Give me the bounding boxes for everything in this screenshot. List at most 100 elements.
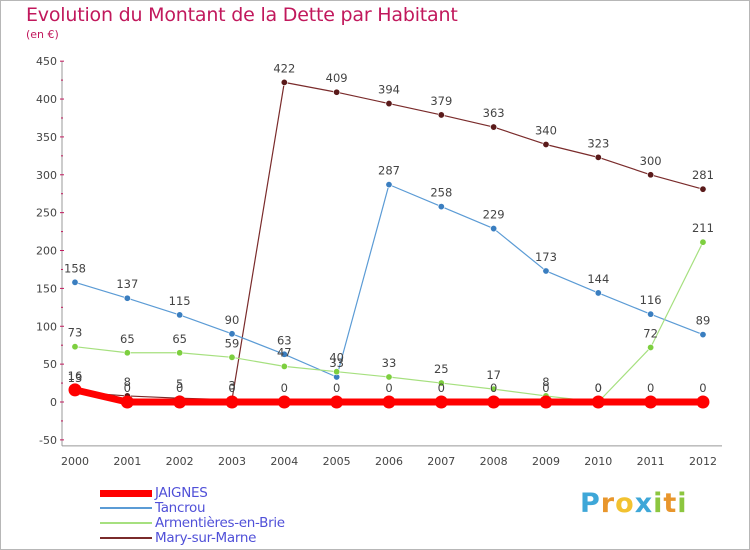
data-point-armentieres-en-brie [699,238,707,246]
legend-swatch [100,522,152,524]
data-point-jaignes [696,395,710,409]
data-label-tancrou: 89 [696,314,711,328]
data-label-armentieres-en-brie: 73 [68,326,83,340]
data-label-armentieres-en-brie: 17 [486,368,501,382]
chart-title: Evolution du Montant de la Dette par Hab… [26,4,458,26]
data-label-tancrou: 144 [587,272,609,286]
proxiti-logo: Proxiti [580,488,688,519]
data-point-mary-sur-marne [594,153,602,161]
data-label-tancrou: 137 [116,277,138,291]
data-label-tancrou: 115 [169,294,191,308]
y-tick-label: 100 [36,320,57,333]
data-label-jaignes: 0 [647,381,654,395]
x-tick-label: 2008 [480,455,508,468]
data-label-tancrou: 158 [64,261,86,275]
data-point-tancrou [280,350,288,358]
legend-label: JAIGNES [155,485,208,501]
data-label-armentieres-en-brie: 33 [382,356,397,370]
x-tick-label: 2000 [61,455,89,468]
data-label-mary-sur-marne: 422 [273,61,295,75]
x-tick-label: 2009 [532,455,560,468]
data-point-armentieres-en-brie [71,343,79,351]
data-label-mary-sur-marne: 13 [68,371,83,385]
data-label-jaignes: 0 [176,381,183,395]
data-point-jaignes [277,395,291,409]
x-tick-label: 2003 [218,455,246,468]
legend-swatch [100,490,152,497]
data-label-tancrou: 258 [430,186,452,200]
x-tick-label: 2002 [166,455,194,468]
x-tick-label: 2006 [375,455,403,468]
data-label-armentieres-en-brie: 211 [692,221,714,235]
logo-letter: i [677,488,688,519]
data-label-mary-sur-marne: 8 [124,375,131,389]
data-point-jaignes [225,395,239,409]
data-point-tancrou [699,331,707,339]
data-point-tancrou [594,289,602,297]
logo-letter: P [580,488,601,519]
y-tick-label: 350 [36,131,57,144]
data-point-mary-sur-marne [437,111,445,119]
data-label-mary-sur-marne: 281 [692,168,714,182]
data-point-jaignes [330,395,344,409]
data-label-mary-sur-marne: 323 [587,136,609,150]
y-tick-label: 400 [36,93,57,106]
data-point-armentieres-en-brie [123,349,131,357]
data-label-armentieres-en-brie: 65 [172,332,187,346]
data-label-tancrou: 116 [640,293,662,307]
legend-label: Mary-sur-Marne [155,530,257,546]
data-point-jaignes [539,395,553,409]
data-label-mary-sur-marne: 300 [640,154,662,168]
data-point-jaignes [173,395,187,409]
data-point-tancrou [437,203,445,211]
data-label-mary-sur-marne: 3 [228,379,235,393]
x-tick-label: 2010 [584,455,612,468]
data-label-tancrou: 90 [225,313,240,327]
data-label-tancrou: 287 [378,164,400,178]
data-point-mary-sur-marne [333,88,341,96]
data-label-armentieres-en-brie: 65 [120,332,135,346]
data-point-tancrou [385,181,393,189]
data-point-mary-sur-marne [647,171,655,179]
y-tick-label: 300 [36,169,57,182]
data-label-jaignes: 0 [228,381,235,395]
data-label-mary-sur-marne: 363 [483,106,505,120]
logo-letter: i [653,488,664,519]
data-label-jaignes: 0 [699,381,706,395]
data-label-jaignes: 0 [124,381,131,395]
y-tick-label: 250 [36,207,57,220]
y-tick-label: 150 [36,282,57,295]
data-point-mary-sur-marne [699,185,707,193]
logo-letter: t [663,488,678,519]
data-label-mary-sur-marne: 379 [430,94,452,108]
y-tick-label: 200 [36,245,57,258]
data-point-armentieres-en-brie [385,373,393,381]
data-point-armentieres-en-brie [647,343,655,351]
data-label-tancrou: 33 [329,356,344,370]
data-point-armentieres-en-brie [280,362,288,370]
data-point-tancrou [176,311,184,319]
data-label-jaignes: 16 [68,369,83,383]
y-tick-label: -50 [39,434,57,447]
data-label-armentieres-en-brie: 47 [277,345,292,359]
series-line-mary-sur-marne [74,81,704,401]
data-point-jaignes [591,395,605,409]
y-tick-label: 50 [43,358,57,371]
data-point-armentieres-en-brie [490,385,498,393]
data-point-armentieres-en-brie [333,368,341,376]
logo-letter: o [615,488,635,519]
data-label-jaignes: 0 [438,381,445,395]
data-point-mary-sur-marne [280,78,288,86]
data-label-tancrou: 173 [535,250,557,264]
legend-label: Tancrou [155,500,206,516]
logo-letter: x [634,488,654,519]
data-label-mary-sur-marne: 340 [535,123,557,137]
data-point-tancrou [71,278,79,286]
data-label-mary-sur-marne: 5 [176,377,183,391]
data-point-mary-sur-marne [542,140,550,148]
data-label-tancrou: 63 [277,333,292,347]
data-point-armentieres-en-brie [176,349,184,357]
data-label-mary-sur-marne: 394 [378,83,400,97]
data-label-jaignes: 0 [490,381,497,395]
